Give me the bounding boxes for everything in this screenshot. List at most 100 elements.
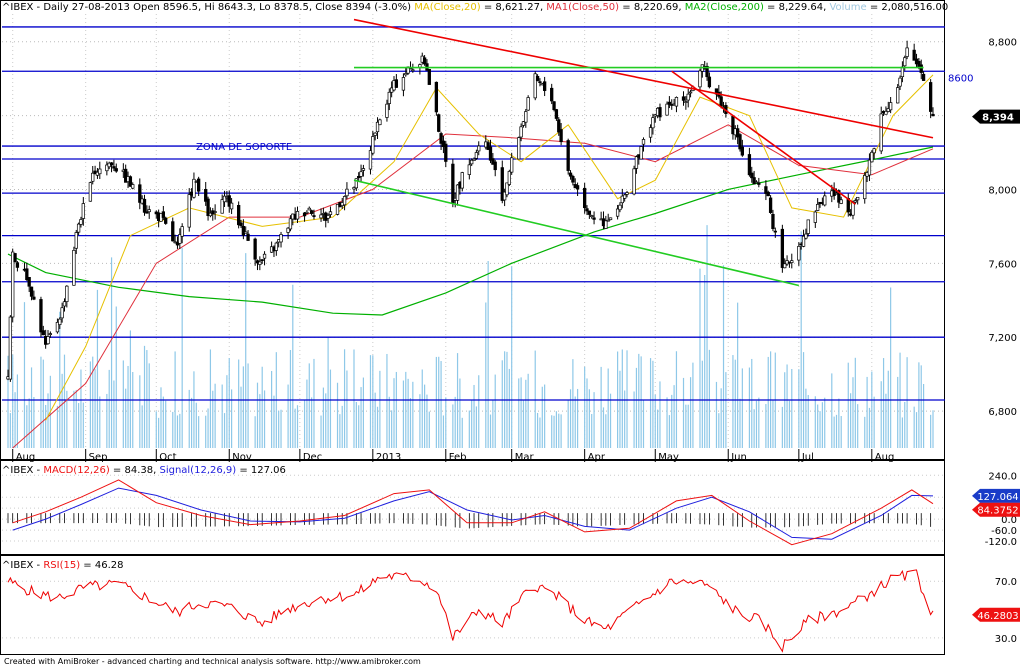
candle-body [192,178,196,198]
header-vol-value: = 2,080,516.00 [866,2,949,13]
candle-body [394,79,399,88]
price-tick-label: 8,800 [988,38,1017,49]
pane-frame [0,555,945,655]
candle-body [550,87,554,102]
candle-body [587,210,592,215]
macd-tick-label: -60.0 [991,526,1017,537]
candle-body [359,171,363,177]
candle-body [472,158,476,161]
candle-body [427,69,431,85]
candle-body [76,223,81,233]
candle-body [872,148,876,154]
candle-body [823,195,827,206]
candle-body [632,168,636,195]
footer-credit: Created with AmiBroker - advanced charti… [4,657,421,666]
candle-body [535,76,540,81]
candle-body [900,66,905,78]
candle-body [590,215,594,218]
candle-body [618,204,622,211]
candle-body [719,96,723,107]
candle-body [750,172,754,179]
candle-body [754,181,759,184]
candle-body [634,156,639,169]
candle-body [684,101,688,103]
candle-body [279,234,283,243]
candle-body [538,81,542,83]
candle-body [764,186,768,194]
candlesticks [6,40,935,382]
macd-histogram [7,513,932,529]
candle-body [27,277,31,287]
candle-body [41,330,45,336]
candle-body [813,211,817,223]
candle-body [542,81,547,91]
last-price-tag [972,109,1020,124]
candle-body [575,185,580,190]
candle-body [870,151,874,163]
candle-body [606,219,610,222]
signal-header-value: = 127.06 [236,465,286,476]
candle-body [196,178,201,192]
candle-body [295,211,300,220]
candle-body [780,228,785,268]
candle-body [39,299,43,333]
candle-body [11,251,15,318]
candle-body [912,49,916,61]
candle-body [658,107,662,118]
header-ma2-value: = 8,229.64, [763,2,830,13]
candle-body [260,259,264,261]
signal-header-label: Signal(12,26,9) [159,465,237,476]
candle-body [246,233,250,241]
candle-body [79,219,83,225]
candle-body [357,176,361,179]
candle-body [404,73,408,76]
rsi-header-dash: - [33,560,44,571]
rsi-header-symbol: ^IBEX [2,560,34,571]
candle-body [274,242,278,251]
candle-body [373,132,377,136]
candle-body [804,233,808,239]
candle-body [46,336,50,345]
price-tick-label: 8,000 [988,185,1017,196]
candle-body [903,57,907,67]
candle-body [91,172,95,182]
candle-body [681,96,686,101]
macd-line [12,479,934,546]
candle-body [801,235,806,247]
candle-body [345,188,349,197]
candle-body [773,230,777,233]
candle-body [467,164,471,175]
candle-body [444,143,448,162]
candle-body [25,268,29,281]
candle-body [766,191,770,197]
candle-body [258,261,262,265]
candle-body [533,73,537,99]
candle-body [8,316,13,380]
candle-body [138,184,142,203]
candle-body [568,172,573,177]
trendline-red [671,70,856,205]
candle-body [124,168,128,183]
month-label: Aug [16,452,36,463]
candle-body [455,184,460,201]
candle-body [851,200,855,216]
signal-value-label: 84.3752 [977,506,1018,517]
candle-body [625,192,629,195]
candle-body [583,187,587,209]
header-ma-label: MA(Close,20) [414,2,481,13]
candle-body [131,184,135,189]
rsi-tick-label: 30.0 [995,634,1017,645]
candle-body [32,296,36,300]
candle-body [667,101,672,105]
header-ma-value: = 8,621.27, [480,2,547,13]
candle-body [898,77,902,87]
candle-body [507,171,511,185]
candle-body [288,218,293,230]
candle-body [213,211,217,213]
month-label: Aug [875,452,895,463]
month-label: Dec [303,452,322,463]
candle-body [262,253,267,259]
candle-body [411,69,415,72]
candle-body [651,117,655,129]
volume-bars [7,225,934,448]
